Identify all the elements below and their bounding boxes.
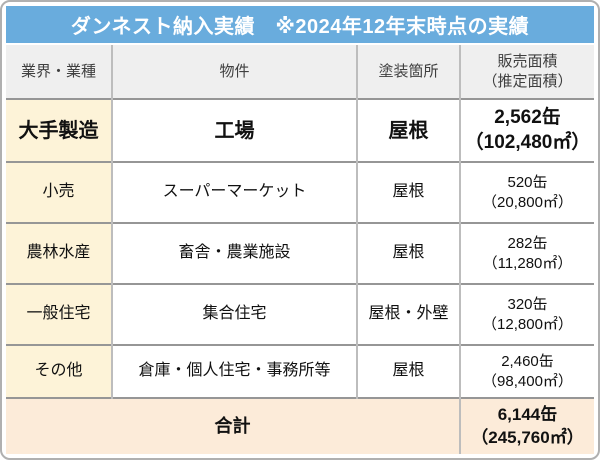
sqm-value: （12,800㎡） [482, 315, 573, 333]
cell-property: スーパーマーケット [112, 161, 358, 223]
header-paint-area: 塗装箇所 [357, 45, 461, 99]
cell-property: 倉庫・個人住宅・事務所等 [112, 344, 358, 398]
table-row: 小売 スーパーマーケット 屋根 520缶 （20,800㎡） [6, 161, 594, 223]
header-sales-area-line2: （推定面積） [482, 72, 573, 90]
cell-paint-area: 屋根 [357, 98, 461, 162]
cell-property: 集合住宅 [112, 283, 358, 345]
total-sales-area: 6,144缶 （245,760㎡） [460, 397, 594, 454]
sqm-value: （98,400㎡） [482, 372, 573, 390]
header-industry: 業界・業種 [6, 45, 113, 99]
cell-industry: その他 [6, 344, 113, 398]
cell-sales-area: 2,562缶 （102,480㎡） [460, 98, 594, 162]
table-row: その他 倉庫・個人住宅・事務所等 屋根 2,460缶 （98,400㎡） [6, 344, 594, 398]
total-cans-value: 6,144缶 [497, 405, 558, 425]
cell-sales-area: 282缶 （11,280㎡） [460, 222, 594, 284]
cans-value: 320缶 [507, 296, 548, 313]
table-row: 一般住宅 集合住宅 屋根・外壁 320缶 （12,800㎡） [6, 283, 594, 345]
cell-industry: 農林水産 [6, 222, 113, 284]
cell-property: 工場 [112, 98, 358, 162]
cell-property: 畜舎・農業施設 [112, 222, 358, 284]
table-row: 大手製造 工場 屋根 2,562缶 （102,480㎡） [6, 98, 594, 162]
sqm-value: （11,280㎡） [482, 254, 573, 272]
cell-industry: 小売 [6, 161, 113, 223]
cans-value: 2,460缶 [501, 353, 554, 370]
cans-value: 282缶 [507, 235, 548, 252]
cell-paint-area: 屋根 [357, 222, 461, 284]
delivery-record-table: 業界・業種 物件 塗装箇所 販売面積 （推定面積） 大手製造 工場 屋根 2,5… [6, 45, 594, 454]
sqm-value: （20,800㎡） [482, 193, 573, 211]
header-sales-area: 販売面積 （推定面積） [460, 45, 594, 99]
header-property: 物件 [112, 45, 358, 99]
cell-sales-area: 520缶 （20,800㎡） [460, 161, 594, 223]
sqm-value: （102,480㎡） [464, 131, 591, 153]
total-label: 合計 [6, 397, 461, 454]
cell-paint-area: 屋根 [357, 344, 461, 398]
header-row: 業界・業種 物件 塗装箇所 販売面積 （推定面積） [6, 45, 594, 99]
table-title: ダンネスト納入実績 ※2024年12年末時点の実績 [6, 6, 594, 43]
cell-paint-area: 屋根 [357, 161, 461, 223]
table-row: 農林水産 畜舎・農業施設 屋根 282缶 （11,280㎡） [6, 222, 594, 284]
header-sales-area-line1: 販売面積 [497, 53, 558, 70]
cell-sales-area: 320缶 （12,800㎡） [460, 283, 594, 345]
cell-paint-area: 屋根・外壁 [357, 283, 461, 345]
cell-industry: 一般住宅 [6, 283, 113, 345]
cans-value: 2,562缶 [494, 106, 561, 128]
cell-industry: 大手製造 [6, 98, 113, 162]
cell-sales-area: 2,460缶 （98,400㎡） [460, 344, 594, 398]
total-row: 合計 6,144缶 （245,760㎡） [6, 397, 594, 454]
total-sqm-value: （245,760㎡） [471, 427, 584, 447]
cans-value: 520缶 [507, 174, 548, 191]
